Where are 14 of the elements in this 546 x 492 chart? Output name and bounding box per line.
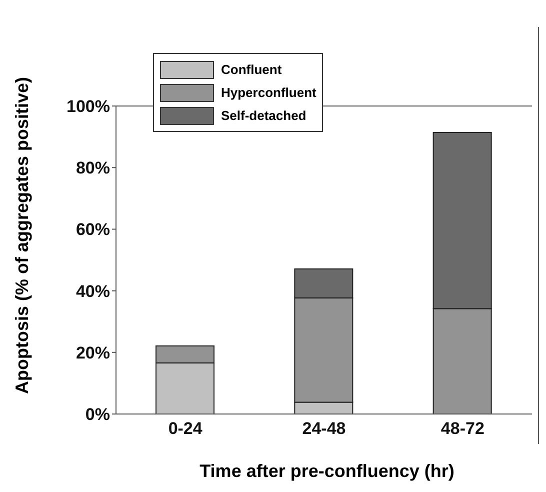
legend-label: Confluent [221, 62, 282, 77]
y-axis-title: Apoptosis (% of aggregates positive) [12, 76, 34, 394]
x-tick-label: 24-48 [302, 419, 346, 438]
x-tick-label: 0-24 [168, 419, 203, 438]
x-tick-label: 48-72 [440, 419, 484, 438]
legend-label: Self-detached [221, 108, 306, 123]
legend-label: Hyperconfluent [221, 85, 316, 100]
x-axis-title: Time after pre-confluency (hr) [198, 461, 456, 482]
y-tick-label: 20% [76, 343, 110, 362]
y-tick-label: 80% [76, 158, 110, 178]
y-tick-label: 0% [85, 405, 110, 424]
y-tick-label: 40% [76, 282, 110, 301]
y-tick-label: 60% [76, 220, 110, 240]
y-tick-label: 100% [66, 97, 110, 116]
